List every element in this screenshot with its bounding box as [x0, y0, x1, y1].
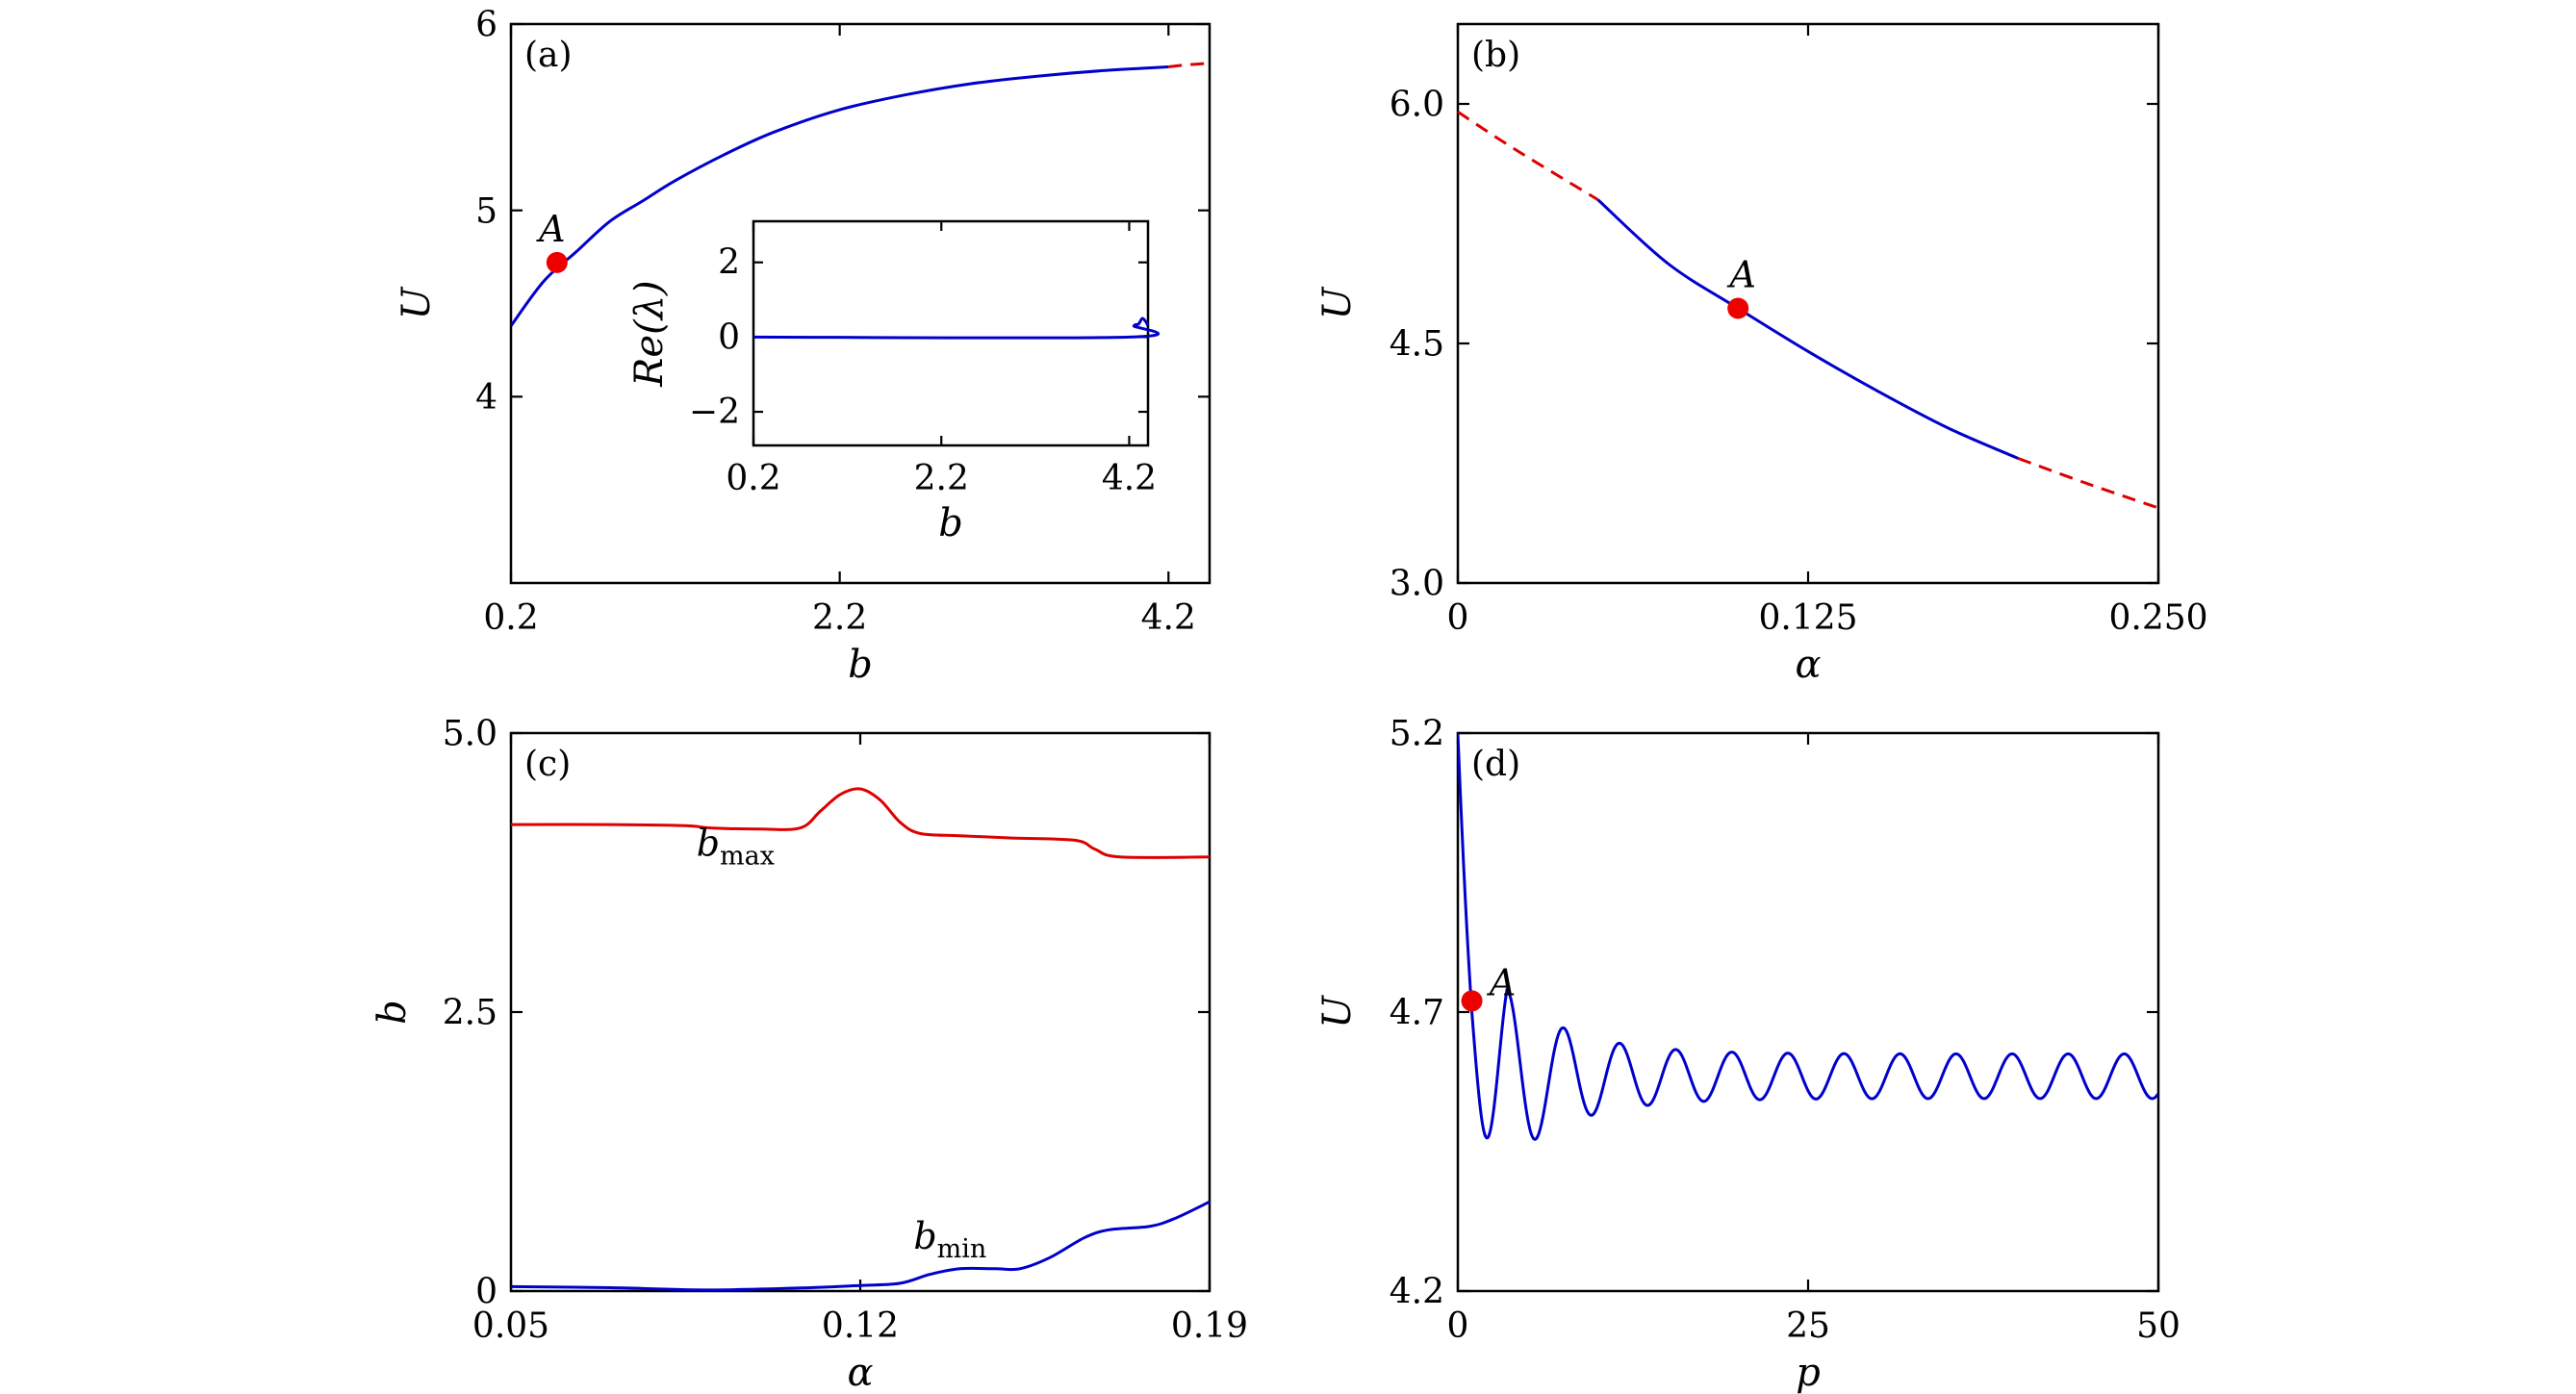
series-b-min	[510, 1200, 1211, 1292]
panel-a: 0.2 2.2 4.2 4 5 6 b U A (a) 0.2 2.2 4.2 2 0 −2 b Re(λ)	[395, 6, 1211, 687]
stable-branch	[1596, 198, 2019, 460]
x-tick-label: 0.12	[822, 1306, 899, 1346]
y-axis-label: U	[395, 286, 439, 319]
x-tick-label: 2.2	[914, 459, 969, 498]
unstable-branch	[1168, 62, 1210, 69]
y-tick-label: 4.5	[1390, 325, 1444, 365]
y-tick-label: 4.7	[1390, 994, 1444, 1033]
y-axis-label: b	[370, 1000, 415, 1025]
x-axis-label: b	[938, 501, 963, 545]
point-marker	[1727, 297, 1749, 319]
x-tick-label: 4.2	[1141, 598, 1196, 638]
y-tick-label: 0	[475, 1273, 497, 1312]
y-axis-label: Re(λ)	[627, 280, 672, 387]
x-tick-label: 0.125	[1758, 598, 1857, 638]
plot-frame	[1456, 22, 2160, 585]
y-tick-label: 6	[475, 6, 497, 45]
series-annotation: bmax	[697, 823, 775, 872]
x-tick-label: 0.2	[483, 598, 538, 638]
x-axis-label: b	[848, 643, 873, 687]
y-tick-label: 2.5	[443, 994, 497, 1033]
marker-label: A	[1487, 961, 1516, 1003]
unstable-branch	[1457, 111, 1599, 201]
annotation-main: b	[913, 1215, 936, 1257]
panel-label: (d)	[1471, 745, 1520, 784]
series-group	[511, 62, 1210, 327]
y-axis-label: U	[1315, 286, 1360, 319]
plot-frame	[509, 731, 1211, 1293]
marker-label: A	[1726, 253, 1755, 295]
point-marker	[1461, 990, 1483, 1012]
annotation-main: b	[697, 823, 720, 865]
y-tick-label: 6.0	[1390, 86, 1444, 125]
plot-frame	[509, 22, 1211, 585]
stable-branch	[511, 65, 1169, 327]
unstable-branch	[2017, 457, 2159, 510]
inset-chart: 0.2 2.2 4.2 2 0 −2 b Re(λ)	[627, 219, 1160, 545]
y-tick-label: 2	[718, 243, 740, 283]
y-tick-label: −2	[689, 393, 740, 432]
x-tick-label: 0.05	[472, 1306, 549, 1346]
x-tick-label: 4.2	[1102, 459, 1157, 498]
panel-label: (c)	[524, 745, 571, 784]
x-tick-label: 0	[1447, 1306, 1469, 1346]
x-tick-label: 50	[2136, 1306, 2181, 1346]
y-tick-label: 3.0	[1390, 565, 1444, 604]
inset-series-line	[752, 317, 1160, 340]
point-marker	[546, 251, 568, 273]
series-annotation: bmin	[913, 1215, 986, 1264]
x-tick-label: 2.2	[812, 598, 867, 638]
y-axis-label: U	[1315, 995, 1360, 1028]
x-tick-label: 0	[1447, 598, 1469, 638]
panel-b: 0 0.125 0.250 3.0 4.5 6.0 α U A (b)	[1315, 22, 2208, 687]
panel-d: 0 25 50 4.2 4.7 5.2 p U A (d)	[1315, 715, 2181, 1394]
x-axis-label: p	[1796, 1351, 1821, 1394]
annotation-subscript: min	[937, 1234, 987, 1264]
x-tick-label: 0.250	[2108, 598, 2207, 638]
y-tick-label: 4.2	[1390, 1273, 1444, 1312]
y-tick-label: 4	[475, 378, 497, 418]
annotation-subscript: max	[720, 842, 775, 872]
panel-label: (a)	[524, 36, 573, 75]
y-tick-label: 5.0	[443, 715, 497, 754]
x-tick-label: 0.19	[1171, 1306, 1248, 1346]
plot-frame	[752, 219, 1150, 447]
y-tick-label: 0	[718, 317, 740, 357]
oscillation-line	[1458, 733, 2158, 1141]
x-tick-label: 0.2	[726, 459, 780, 498]
x-axis-label: α	[1795, 643, 1821, 687]
marker-label: A	[536, 208, 565, 250]
x-tick-label: 25	[1786, 1306, 1830, 1346]
x-axis-label: α	[847, 1351, 873, 1394]
plot-frame	[1456, 731, 2160, 1293]
y-tick-label: 5	[475, 191, 497, 231]
y-tick-label: 5.2	[1390, 715, 1444, 754]
series-b-max	[510, 787, 1211, 859]
panel-label: (b)	[1471, 36, 1520, 75]
